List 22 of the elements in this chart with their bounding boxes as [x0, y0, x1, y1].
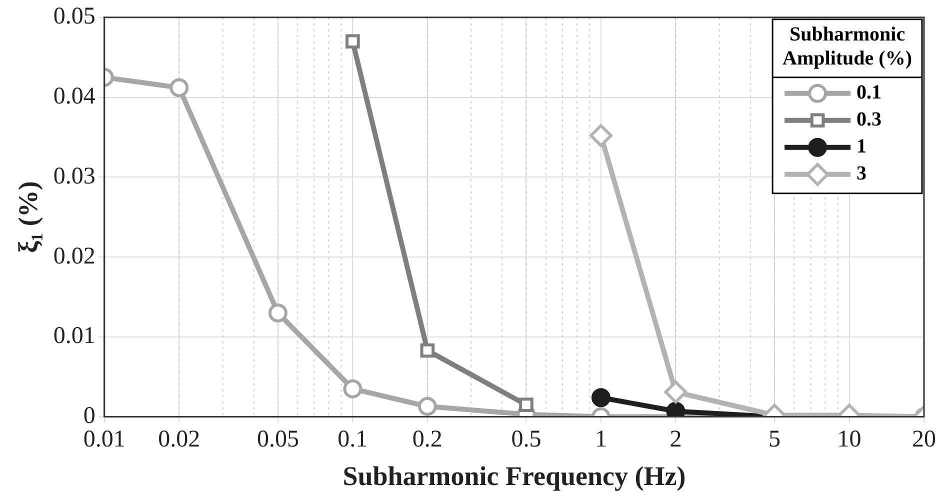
x-tick-label: 10 [837, 426, 862, 452]
x-tick-label: 0.1 [338, 426, 368, 452]
x-tick-label: 5 [768, 426, 781, 452]
x-tick-label: 0.2 [412, 426, 442, 452]
y-tick-label: 0.04 [53, 84, 96, 110]
legend-label: 3 [856, 162, 867, 185]
x-tick-label: 20 [912, 426, 936, 452]
y-tick-label: 0.03 [53, 163, 96, 190]
x-tick-label: 1 [594, 426, 607, 452]
legend-label: 1 [856, 136, 867, 158]
y-axis-title: ξ₁ (%) [13, 181, 44, 254]
legend-title: Subharmonic Amplitude (%) [782, 24, 912, 70]
y-tick-label: 0.01 [53, 323, 96, 350]
y-tick-label: 0.02 [53, 243, 96, 270]
x-tick-label: 2 [670, 426, 682, 452]
legend-label: 0.3 [856, 108, 882, 131]
y-tick-label: 0.05 [53, 4, 96, 30]
x-axis-title: Subharmonic Frequency (Hz) [342, 460, 686, 491]
x-tick-label: 0.5 [511, 426, 542, 452]
x-tick-label: 0.02 [158, 426, 200, 452]
legend-label: 0.1 [856, 82, 882, 104]
x-tick-label: 0.05 [256, 426, 299, 452]
